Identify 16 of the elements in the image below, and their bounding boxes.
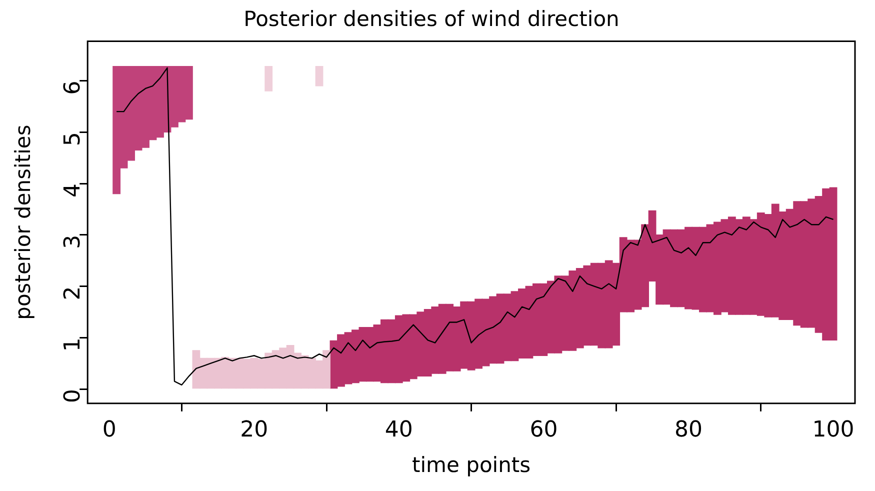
y-tick-label: 1 xyxy=(60,338,86,352)
y-tick-label: 2 xyxy=(60,286,86,300)
x-tick-label: 20 xyxy=(240,417,268,442)
y-tick-label: 4 xyxy=(60,184,86,198)
x-tick-label: 40 xyxy=(384,417,413,442)
x-tick-label: 100 xyxy=(812,417,854,442)
y-tick-label: 5 xyxy=(60,132,86,146)
x-tick-label: 80 xyxy=(674,417,702,442)
y-tick-label: 0 xyxy=(60,389,86,404)
chart-title: Posterior densities of wind direction xyxy=(244,7,620,32)
x-tick-label: 60 xyxy=(530,417,558,442)
y-tick-label: 6 xyxy=(60,80,86,95)
x-tick-label: 0 xyxy=(102,417,116,442)
y-axis-title: posterior densities xyxy=(11,124,36,320)
x-axis-title: time points xyxy=(412,452,531,477)
y-tick-label: 3 xyxy=(60,234,86,249)
